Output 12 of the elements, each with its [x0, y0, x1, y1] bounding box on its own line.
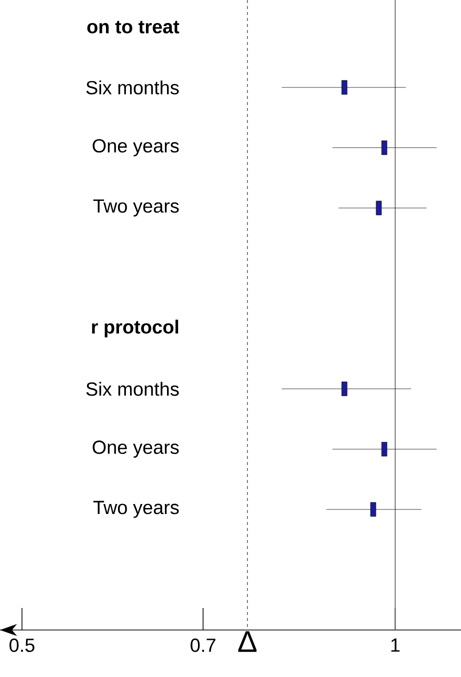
y-tick-label: r protocol	[92, 320, 178, 338]
x-tick-label: 0.7	[190, 638, 216, 652]
x-tick-label: 0.5	[10, 638, 34, 652]
y-tick-label: One years	[92, 440, 179, 458]
x-tick-label: 1	[391, 638, 400, 652]
y-tick-label: Six months	[86, 80, 179, 94]
ref-line-label: Δ	[238, 631, 257, 652]
y-tick-label: on to treat	[87, 20, 180, 34]
y-tick-label: Two years	[93, 199, 179, 216]
y-tick-label: Two years	[93, 500, 179, 518]
y-tick-label: One years	[92, 139, 179, 156]
y-tick-label: Six months	[86, 382, 179, 396]
